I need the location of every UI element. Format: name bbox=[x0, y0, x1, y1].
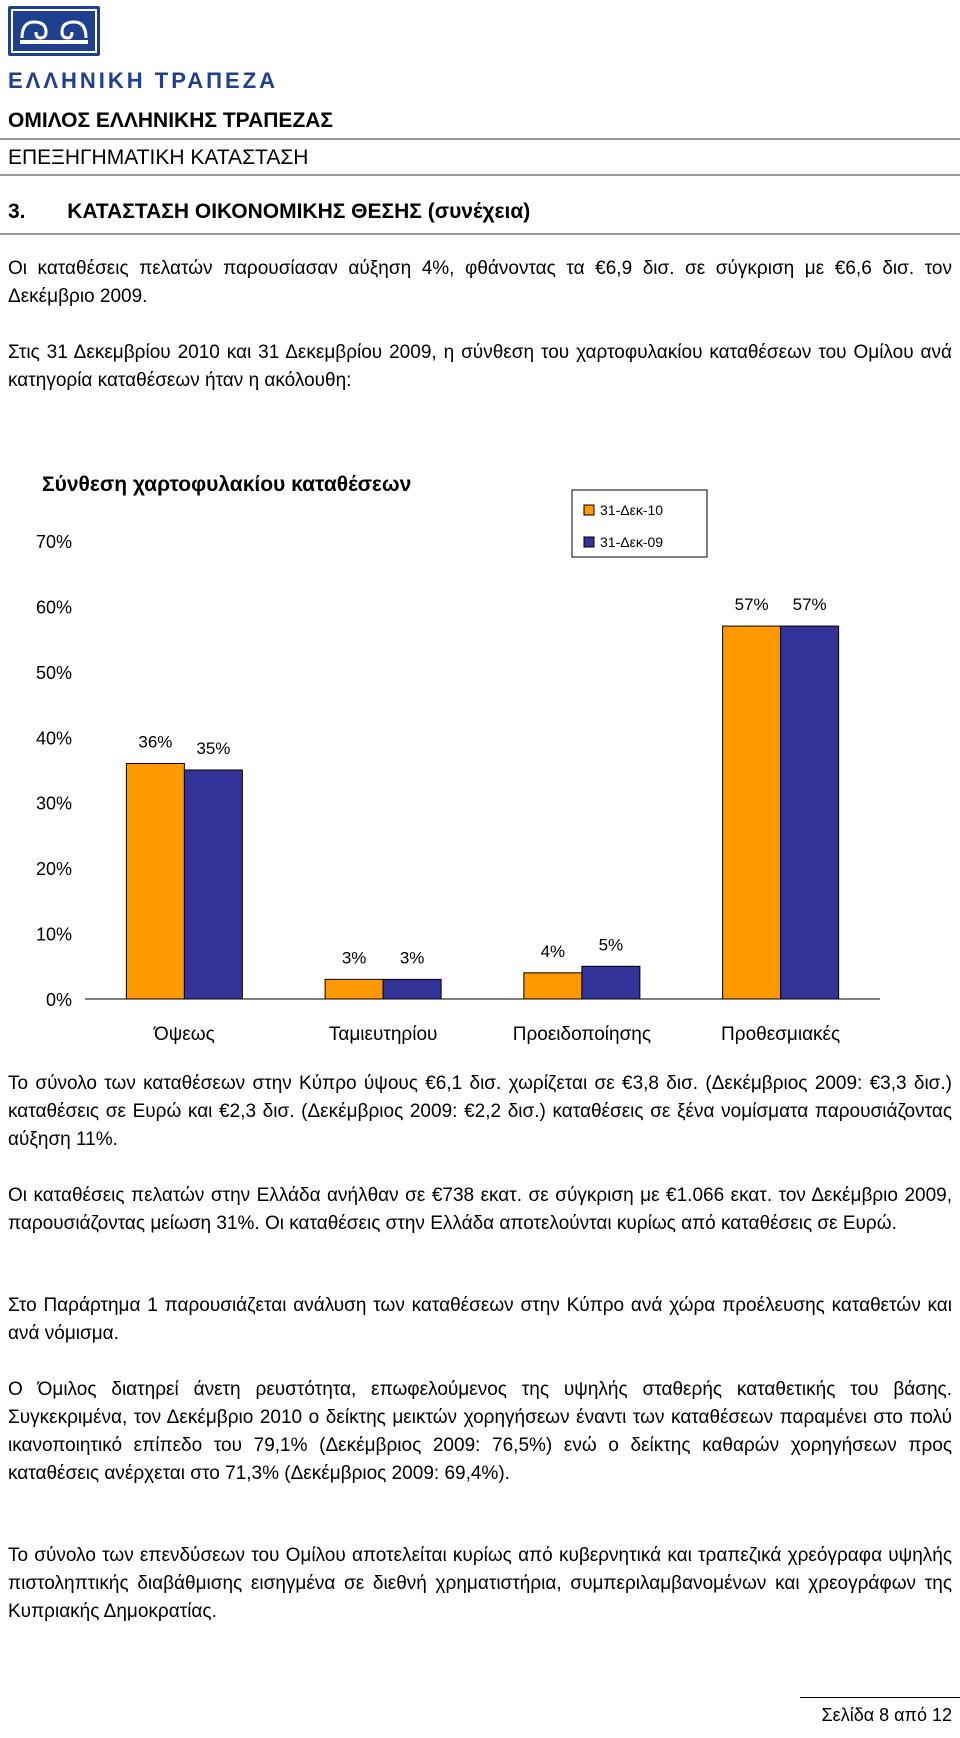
bar bbox=[183, 769, 243, 1000]
paragraph-greece-deposits: Οι καταθέσεις πελατών στην Ελλάδα ανήλθα… bbox=[8, 1185, 952, 1234]
y-tick-label: 70% bbox=[36, 532, 72, 552]
data-label: 35% bbox=[196, 739, 230, 758]
group-title: ΟΜΙΛΟΣ ΕΛΛΗΝΙΚΗΣ ΤΡΑΠΕΖΑΣ bbox=[8, 109, 334, 132]
deposits-composition-chart: Σύνθεση χαρτοφυλακίου καταθέσεων 0% 10% 20%… bbox=[36, 473, 880, 1045]
footer-rule bbox=[800, 1697, 960, 1698]
x-tick-label: Προθεσμιακές bbox=[721, 1024, 840, 1045]
paragraph-cyprus-deposits: Το σύνολο των καταθέσεων στην Κύπρο ύψου… bbox=[8, 1073, 952, 1150]
x-tick-label: Ταμιευτηρίου bbox=[329, 1024, 438, 1045]
paragraph-investments: Το σύνολο των επενδύσεων του Ομίλου αποτ… bbox=[8, 1545, 952, 1622]
paragraph-deposits-growth: Οι καταθέσεις πελατών παρουσίασαν αύξηση… bbox=[8, 258, 952, 307]
y-tick-label: 10% bbox=[36, 925, 72, 945]
legend-swatch bbox=[583, 504, 595, 516]
page-number: Σελίδα 8 από 12 bbox=[821, 1705, 952, 1725]
data-label: 57% bbox=[735, 595, 769, 614]
paragraph-liquidity: Ο Όμιλος διατηρεί άνετη ρευστότητα, επωφ… bbox=[8, 1379, 952, 1484]
paragraph-appendix-reference: Στο Παράρτημα 1 παρουσιάζεται ανάλυση τω… bbox=[8, 1295, 952, 1344]
header-divider-top bbox=[0, 138, 960, 140]
bar bbox=[125, 762, 185, 1000]
paragraph-portfolio-intro: Στις 31 Δεκεμβρίου 2010 και 31 Δεκεμβρίο… bbox=[8, 342, 952, 391]
section-title: ΚΑΤΑΣΤΑΣΗ ΟΙΚΟΝΟΜΙΚΗΣ ΘΕΣΗΣ (συνέχεια) bbox=[67, 200, 531, 223]
y-tick-label: 30% bbox=[36, 794, 72, 814]
data-label: 36% bbox=[138, 732, 172, 751]
bank-logo-wordmark: ΕΛΛΗΝΙΚΗ ΤΡΑΠΕΖΑ bbox=[8, 68, 279, 93]
data-label: 3% bbox=[400, 948, 425, 967]
y-tick-label: 60% bbox=[36, 597, 72, 617]
bar bbox=[523, 972, 583, 1000]
legend-label: 31-Δεκ-10 bbox=[600, 502, 663, 518]
legend-label: 31-Δεκ-09 bbox=[600, 534, 663, 550]
data-label: 3% bbox=[342, 948, 367, 967]
chart-title: Σύνθεση χαρτοφυλακίου καταθέσεων bbox=[42, 473, 411, 496]
bar bbox=[722, 625, 782, 1000]
bank-logo-emblem bbox=[8, 6, 100, 56]
section-heading: 3. ΚΑΤΑΣΤΑΣΗ ΟΙΚΟΝΟΜΙΚΗΣ ΘΕΣΗΣ (συνέχεια… bbox=[8, 200, 530, 224]
header-divider-bottom bbox=[0, 174, 960, 176]
bar bbox=[780, 625, 840, 1000]
report-title: ΕΠΕΞΗΓΗΜΑΤΙΚΗ ΚΑΤΑΣΤΑΣΗ bbox=[8, 146, 309, 169]
legend-swatch bbox=[583, 536, 595, 548]
y-tick-label: 20% bbox=[36, 859, 72, 879]
y-tick-label: 50% bbox=[36, 663, 72, 683]
bar bbox=[324, 978, 384, 1000]
data-label: 5% bbox=[599, 935, 624, 954]
x-tick-label: Προειδοποίησης bbox=[513, 1024, 651, 1045]
data-label: 4% bbox=[541, 942, 566, 961]
y-tick-label: 40% bbox=[36, 728, 72, 748]
section-divider bbox=[0, 233, 960, 235]
data-label: 57% bbox=[793, 595, 827, 614]
x-tick-label: Όψεως bbox=[153, 1024, 215, 1045]
column-emblem-icon bbox=[11, 9, 97, 53]
bar bbox=[382, 978, 442, 1000]
bar bbox=[581, 965, 641, 1000]
section-number: 3. bbox=[8, 200, 26, 223]
y-tick-label: 0% bbox=[46, 990, 72, 1010]
